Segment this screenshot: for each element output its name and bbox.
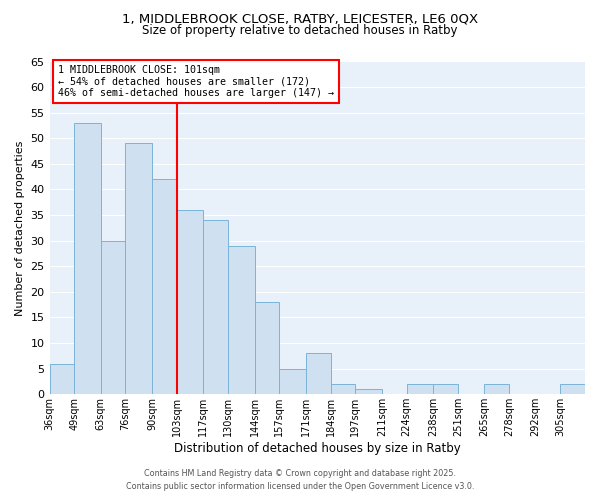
Bar <box>203 220 228 394</box>
Bar <box>560 384 585 394</box>
Bar <box>254 302 279 394</box>
Bar <box>228 246 254 394</box>
Bar <box>484 384 509 394</box>
Bar <box>433 384 458 394</box>
Bar <box>355 389 382 394</box>
Bar <box>125 144 152 394</box>
Bar <box>50 364 74 394</box>
Bar <box>152 180 177 394</box>
Y-axis label: Number of detached properties: Number of detached properties <box>15 140 25 316</box>
Text: 1, MIDDLEBROOK CLOSE, RATBY, LEICESTER, LE6 0QX: 1, MIDDLEBROOK CLOSE, RATBY, LEICESTER, … <box>122 12 478 26</box>
Bar <box>279 368 306 394</box>
Bar <box>331 384 355 394</box>
X-axis label: Distribution of detached houses by size in Ratby: Distribution of detached houses by size … <box>174 442 461 455</box>
Bar <box>407 384 433 394</box>
Bar <box>101 240 125 394</box>
Bar <box>306 354 331 395</box>
Text: 1 MIDDLEBROOK CLOSE: 101sqm
← 54% of detached houses are smaller (172)
46% of se: 1 MIDDLEBROOK CLOSE: 101sqm ← 54% of det… <box>58 65 334 98</box>
Bar <box>177 210 203 394</box>
Text: Size of property relative to detached houses in Ratby: Size of property relative to detached ho… <box>142 24 458 37</box>
Bar <box>74 123 101 394</box>
Text: Contains HM Land Registry data © Crown copyright and database right 2025.
Contai: Contains HM Land Registry data © Crown c… <box>126 470 474 491</box>
